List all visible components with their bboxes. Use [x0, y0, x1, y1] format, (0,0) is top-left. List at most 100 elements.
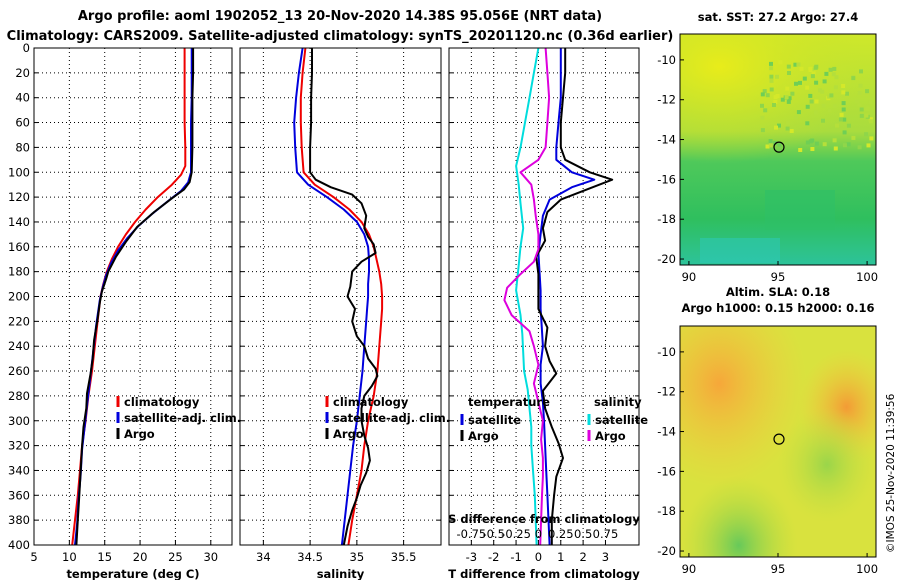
y-tick-label: 160	[8, 240, 30, 254]
sst-map-pixel	[827, 94, 832, 99]
sst-map-pixel	[828, 67, 833, 72]
sst-map-pixel	[760, 103, 764, 108]
legend-label: satellite-adj. clim.	[124, 411, 241, 425]
x2-tick-label: -0.75	[456, 527, 486, 541]
figure-title-line2: Climatology: CARS2009. Satellite-adjuste…	[7, 29, 674, 44]
x-tick-label: 1	[557, 550, 564, 564]
sst-map-pixel	[768, 139, 773, 144]
legend-heading-salinity: salinity	[594, 395, 642, 409]
x-tick-label: 0	[535, 550, 542, 564]
sst-map-pixel	[769, 78, 774, 83]
sst-map-pixel	[842, 143, 847, 148]
sst-map-pixel	[785, 126, 790, 131]
sst-map-pixel	[858, 83, 863, 88]
y-tick-label: 320	[8, 439, 30, 453]
y-tick-label: 140	[8, 215, 30, 229]
sst-map-pixel	[841, 101, 846, 106]
y-tick-label: 380	[8, 513, 30, 527]
sst-map-pixel	[805, 121, 810, 126]
legend-label: satellite	[468, 413, 521, 427]
sst-map-pixel	[832, 104, 837, 109]
salinity-panel: 34 34.5 35 35.5 salinity climatology satellite…	[239, 47, 450, 580]
legend-heading-temperature: temperature	[468, 395, 550, 409]
series-line-temperature-satellite	[537, 48, 596, 546]
sst-map-pixel	[802, 76, 807, 81]
y-tick-label: 340	[8, 463, 30, 477]
sst-map-pixel	[833, 85, 838, 90]
sst-map-pixel	[859, 69, 863, 74]
legend-label: Argo	[333, 427, 364, 441]
sst-map-pixel	[831, 72, 836, 77]
sst-map-pixel	[821, 103, 826, 108]
sst-map-pixel	[822, 142, 827, 147]
sst-map-pixel	[834, 75, 839, 80]
x-tick-label: 34	[256, 550, 271, 564]
sst-map-pixel	[798, 80, 802, 85]
sst-map-pixel	[832, 138, 837, 143]
sst-map-pixel	[809, 99, 814, 104]
sst-map-pixel	[810, 147, 815, 151]
sst-map-pixel	[787, 96, 792, 101]
sst-map-pixel	[855, 99, 859, 104]
sst-map-pixel	[841, 84, 846, 88]
sla-map-green-south	[680, 326, 876, 557]
plot-frame	[33, 47, 233, 546]
x-tick-label: -2	[488, 550, 499, 564]
sst-map-pixel	[811, 71, 816, 76]
y-tick-label: 280	[8, 389, 30, 403]
sst-map-pixel	[865, 106, 870, 111]
map-lon-label: 95	[771, 562, 786, 576]
y-tick-label: 180	[8, 265, 30, 279]
sst-map-pixel	[773, 100, 778, 104]
plot-frame	[239, 47, 442, 546]
sst-map-pixel	[785, 120, 790, 125]
sst-map-pixel	[810, 74, 815, 79]
series-line-argo	[309, 48, 379, 546]
sst-map-pixel	[820, 89, 825, 94]
sst-map: -10 -12 -14 -16 -18 -20 90 95 100	[657, 33, 878, 284]
sst-map-pixel	[805, 85, 810, 90]
sst-map-pixel	[851, 76, 856, 81]
sst-map-pixel	[818, 88, 822, 93]
argo-position-marker	[773, 141, 785, 153]
sst-map-pixel	[786, 64, 791, 69]
x2-tick-label: 0	[535, 527, 542, 541]
sst-map-pixel	[796, 110, 801, 115]
sst-map-pixel	[868, 117, 873, 122]
series-line-salinity-satellite	[515, 47, 540, 546]
x-axis-label: temperature (deg C)	[66, 567, 199, 580]
sst-map-pixel	[760, 128, 765, 133]
sst-map-pixel	[760, 92, 765, 97]
y-tick-label: 260	[8, 364, 30, 378]
legend-label: Argo	[468, 429, 499, 443]
x-tick-label: -3	[466, 550, 477, 564]
sst-map-pixel	[813, 65, 818, 70]
sst-map-pixel	[808, 66, 813, 71]
x2-tick-label: 0.75	[593, 527, 619, 541]
series-line-satellite-adj-clim-	[293, 47, 370, 546]
sst-map-pixel	[838, 117, 843, 122]
x-tick-label: 30	[203, 550, 218, 564]
map-lat-label: -20	[657, 544, 676, 558]
sst-map-pixel	[814, 99, 819, 104]
map-lat-label: -18	[657, 212, 676, 226]
map-lat-label: -16	[657, 464, 676, 478]
sst-map-pixel	[765, 93, 770, 98]
sst-map-pixel	[786, 99, 791, 104]
y-tick-label: 100	[8, 165, 30, 179]
sst-map-pixel	[841, 107, 846, 112]
sst-map-pixel	[775, 94, 780, 98]
x-tick-label: 2	[579, 550, 586, 564]
sst-map-pixel	[769, 74, 774, 79]
sst-map-pixel	[866, 143, 871, 148]
sst-map-pixel	[829, 93, 834, 98]
x-tick-label: 20	[133, 550, 148, 564]
sst-map-pixel	[835, 123, 839, 128]
sst-map-pixel	[845, 91, 849, 96]
x2-tick-label: 0.5	[574, 527, 592, 541]
map-lat-label: -18	[657, 504, 676, 518]
map-lon-label: 90	[682, 562, 697, 576]
x-tick-label: -1	[510, 550, 521, 564]
series-line-temperature-argo	[535, 48, 614, 545]
legend-label: Argo	[595, 429, 626, 443]
